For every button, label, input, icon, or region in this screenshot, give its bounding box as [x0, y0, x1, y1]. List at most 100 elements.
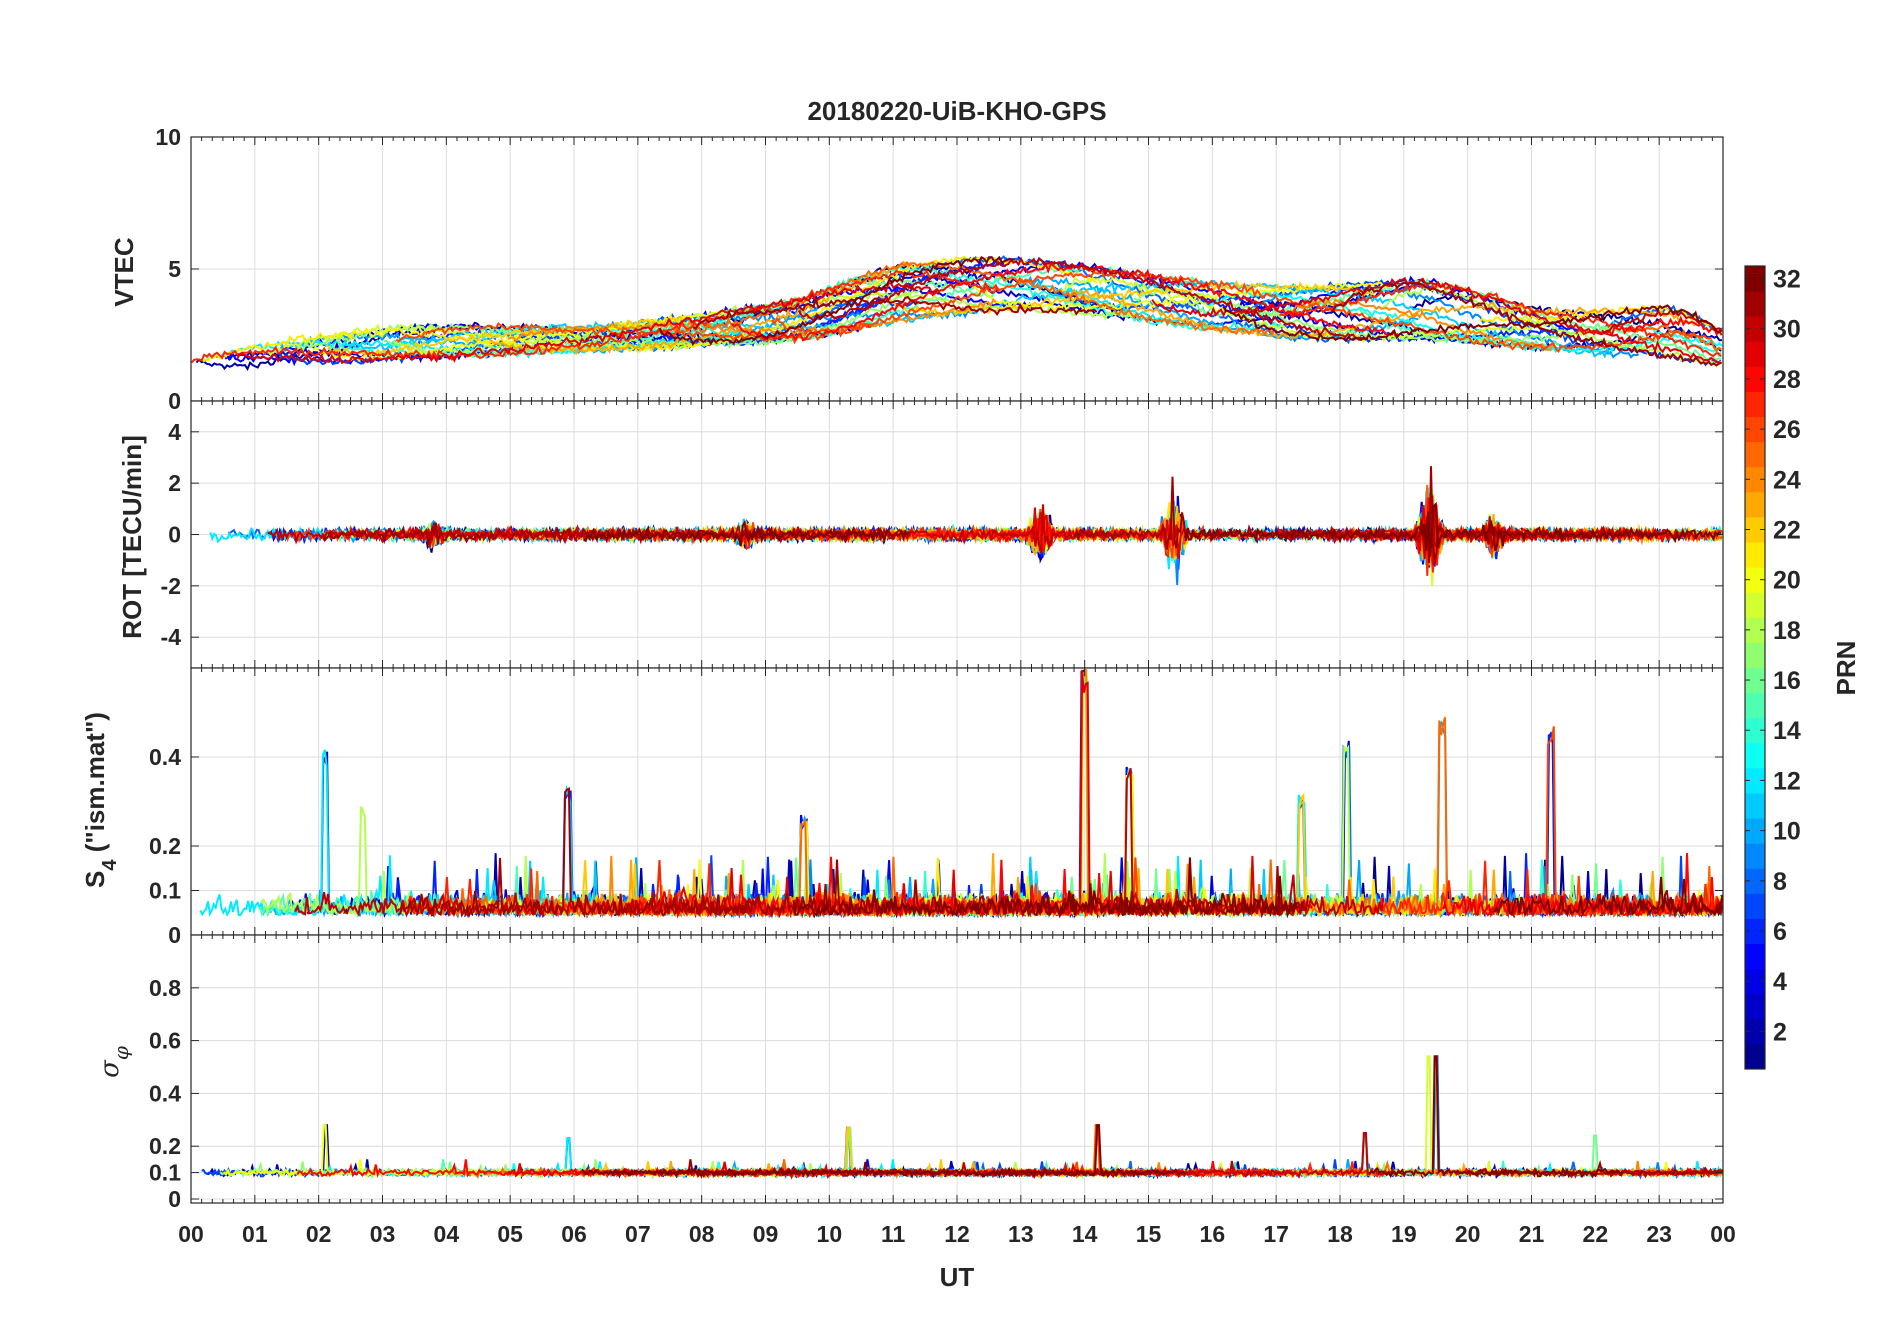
colorbar-swatch [1745, 767, 1765, 794]
prn-32-series [792, 857, 1299, 919]
y-tick-label: 0.8 [149, 975, 181, 1001]
prn-20-series [312, 309, 731, 363]
y-tick-label: 5 [168, 256, 181, 282]
x-tick-label: 04 [434, 1221, 460, 1247]
colorbar-tick-label: 4 [1773, 968, 1787, 996]
colorbar-swatch [1745, 742, 1765, 769]
y-tick-label: 0 [168, 388, 181, 414]
prn-27-series [191, 269, 1000, 364]
y-tick-label: 10 [155, 124, 181, 150]
colorbar-swatch [1745, 391, 1765, 418]
prn-20-series [973, 281, 1390, 313]
colorbar-swatch [1745, 466, 1765, 493]
colorbar-frame [1744, 265, 1766, 1070]
colorbar-swatch [1745, 792, 1765, 819]
colorbar-tick-label: 20 [1773, 567, 1801, 595]
y-tick-label: 0.4 [149, 744, 181, 770]
y-tick-label: -4 [161, 624, 182, 650]
prn-13-series [1207, 289, 1723, 354]
x-tick-label: 06 [561, 1221, 587, 1247]
colorbar-swatch [1745, 516, 1765, 543]
prn-19-series [262, 322, 701, 357]
prn-32-series [1183, 501, 1722, 557]
vtec-panel: 0 5 10 [155, 124, 1724, 414]
prn-31-series [321, 522, 884, 546]
y-tick-label: 0.2 [149, 833, 181, 859]
colorbar-swatch [1745, 316, 1765, 342]
colorbar-swatch [1745, 416, 1765, 443]
colorbar-tick-label: 6 [1773, 918, 1787, 946]
colorbar-swatch [1745, 266, 1765, 292]
x-tick-label: 11 [881, 1221, 906, 1247]
y-tick-label: 0.1 [149, 1160, 181, 1186]
colorbar-swatch [1745, 968, 1765, 995]
prn-24-series [1288, 297, 1554, 351]
series-group [191, 255, 1723, 372]
x-tick-label: 19 [1391, 1221, 1417, 1247]
colorbar-tick-label: 2 [1773, 1018, 1787, 1046]
prn-32-series [1222, 304, 1722, 343]
x-tick-label: 12 [944, 1221, 970, 1247]
colorbar-swatch [1745, 1018, 1765, 1045]
y-tick-label: 2 [168, 470, 181, 496]
sigma-phi-panel: 00.10.2 0.4 0.6 0.8 [149, 934, 1724, 1212]
x-tick-label: 20 [1455, 1221, 1481, 1247]
x-tick-label: 23 [1646, 1221, 1672, 1247]
colorbar-swatch [1745, 1043, 1765, 1070]
colorbar-swatch [1745, 893, 1765, 919]
prn-32-series [583, 519, 911, 547]
vtec-axis-label: VTEC [109, 237, 139, 307]
colorbar-swatch [1745, 843, 1765, 869]
y-tick-label: 0.2 [149, 1133, 181, 1159]
x-tick-label: 14 [1072, 1221, 1098, 1247]
colorbar-tick-label: 24 [1773, 466, 1801, 494]
prn-32-series [1368, 1055, 1624, 1179]
colorbar-swatch [1745, 291, 1765, 317]
colorbar-swatch [1745, 918, 1765, 945]
prn-12-series [1019, 280, 1230, 332]
y-tick-label: 0 [168, 922, 181, 948]
x-tick-label: 15 [1136, 1221, 1162, 1247]
chart-title: 20180220-UiB-KHO-GPS [807, 96, 1106, 126]
colorbar-tick-label: 26 [1773, 416, 1801, 444]
x-tick-label: 13 [1008, 1221, 1034, 1247]
y-tick-label: 0.4 [149, 1080, 181, 1106]
x-tick-labels: 00 01 02 03 04 05 06 07 08 09 10 11 12 13 14 15 16 17 18 19… [178, 1221, 1736, 1247]
colorbar-tick-label: 14 [1773, 717, 1801, 745]
series-group [209, 466, 1723, 586]
y-tick-label: -2 [161, 573, 181, 599]
colorbar-tick-label: 30 [1773, 316, 1801, 344]
colorbar-label: PRN [1831, 641, 1861, 696]
prn-28-series [730, 261, 1399, 342]
prn-28-series [736, 856, 1158, 919]
prn-31-series [692, 295, 1098, 331]
colorbar-tick-label: 16 [1773, 667, 1801, 695]
colorbar-tick-label: 22 [1773, 516, 1801, 544]
y-tick-label: 0 [168, 1186, 181, 1212]
prn-28-series [378, 518, 1099, 554]
x-tick-label: 18 [1327, 1221, 1353, 1247]
colorbar-tick-label: 32 [1773, 266, 1801, 294]
colorbar-tick-label: 10 [1773, 818, 1801, 846]
colorbar-tick-label: 28 [1773, 366, 1801, 394]
colorbar-tick-label: 18 [1773, 617, 1801, 645]
prn-28-series [1575, 315, 1723, 338]
colorbar-swatch [1745, 441, 1765, 468]
x-tick-label: 01 [242, 1221, 268, 1247]
colorbar-tick-label: 8 [1773, 868, 1787, 896]
colorbar-swatch [1745, 993, 1765, 1020]
y-tick-label: 0.1 [149, 878, 181, 904]
s4-axis-label: S4 ("ism.mat") [80, 712, 121, 888]
colorbar-tick-label: 12 [1773, 767, 1801, 795]
colorbar-swatch [1745, 341, 1765, 367]
prn-32-series [581, 1124, 1187, 1179]
prn-32-series [1493, 876, 1723, 918]
colorbar-swatch [1745, 592, 1765, 618]
prn-31-series [1330, 281, 1722, 367]
colorbar-swatch [1745, 667, 1765, 694]
colorbar-swatch [1745, 717, 1765, 744]
x-tick-label: 00 [178, 1221, 204, 1247]
x-tick-label: 02 [306, 1221, 332, 1247]
